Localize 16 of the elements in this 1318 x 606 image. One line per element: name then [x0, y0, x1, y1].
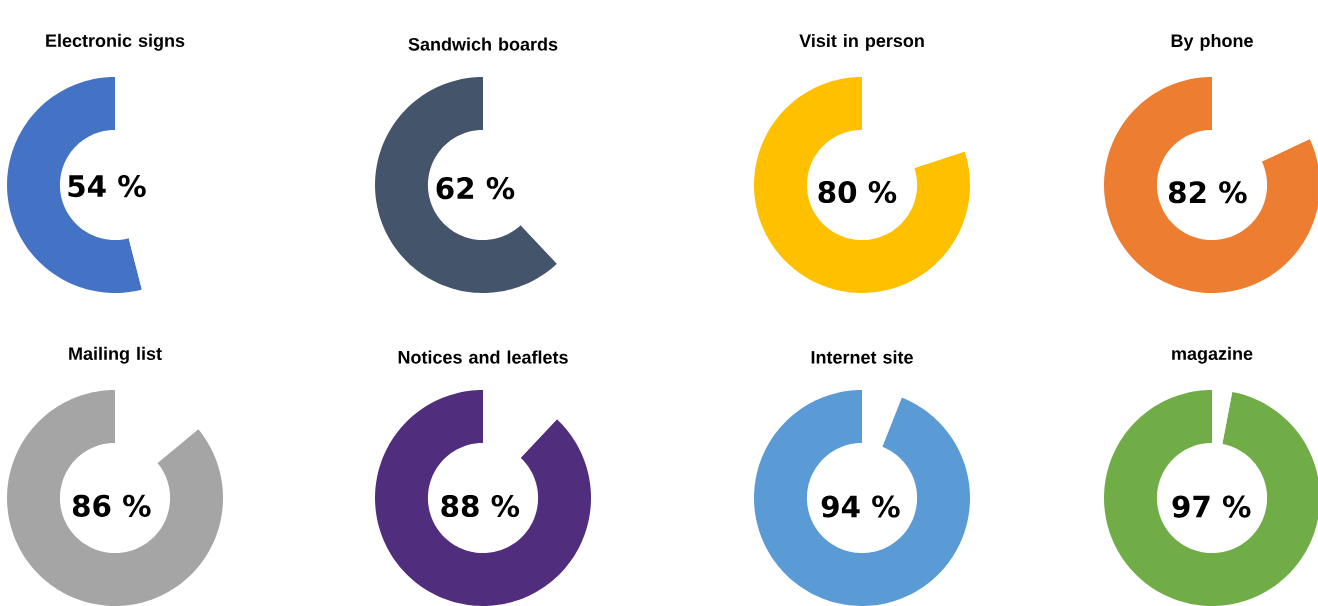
chart-title: Notices and leaflets [398, 350, 568, 364]
chart-title: Electronic signs [46, 33, 185, 51]
chart-title: magazine [1172, 346, 1253, 364]
data-label: 94 % [821, 495, 900, 518]
data-label: 80 % [818, 180, 897, 204]
chart-title: Mailing list [69, 346, 162, 364]
chart-title: Visit in person [799, 33, 924, 51]
data-label: 54 % [68, 174, 146, 198]
data-label: 82 % [1168, 181, 1247, 204]
data-label: 97 % [1172, 495, 1251, 518]
chart-title: Internet site [811, 350, 913, 364]
data-label: 62 % [436, 177, 515, 200]
data-label: 86 % [72, 494, 151, 517]
chart-title: Sandwich boards [408, 37, 558, 51]
data-label: 88 % [441, 494, 520, 518]
chart-title: By phone [1171, 33, 1253, 51]
